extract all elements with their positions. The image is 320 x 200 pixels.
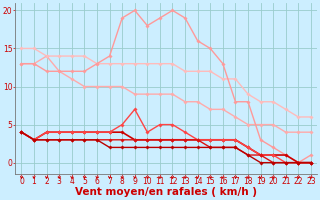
X-axis label: Vent moyen/en rafales ( km/h ): Vent moyen/en rafales ( km/h ) bbox=[75, 187, 257, 197]
